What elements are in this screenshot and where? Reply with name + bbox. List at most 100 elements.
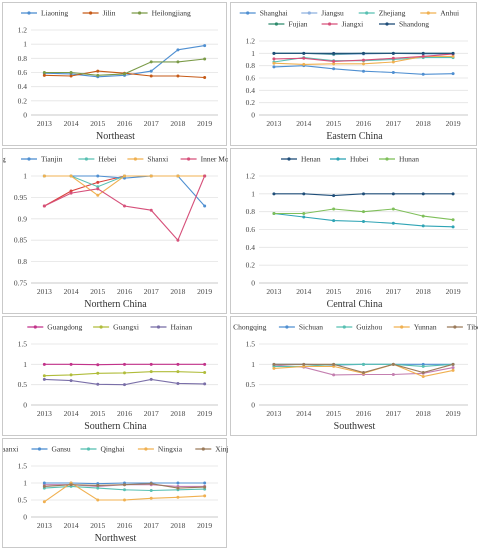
legend-marker (285, 325, 289, 329)
data-point (332, 67, 336, 71)
data-point (362, 69, 365, 73)
chart-panel-2: Beijing Tianjin Hebei Shanxi Inner Mongolia 0… (2, 148, 228, 314)
data-point (42, 71, 46, 74)
data-point (451, 51, 455, 55)
data-point (69, 483, 73, 487)
data-point (123, 383, 126, 387)
data-point (272, 366, 276, 370)
x-tick-label: 2019 (197, 409, 212, 418)
data-point (451, 368, 455, 372)
data-point (391, 192, 395, 196)
data-point (69, 362, 73, 366)
y-tick-label: 0.2 (18, 96, 28, 105)
y-tick-label: 1.2 (246, 172, 256, 181)
x-tick-label: 2013 (266, 287, 281, 296)
data-point (96, 187, 100, 191)
panel-title: Eastern China (326, 131, 383, 142)
legend-label: Inner Mongolia (201, 155, 228, 164)
x-tick-label: 2014 (296, 409, 311, 418)
data-point (421, 72, 425, 76)
legend-label: Gansu (52, 445, 71, 454)
x-tick-label: 2019 (446, 119, 461, 128)
data-point (149, 482, 153, 486)
legend-marker (287, 157, 291, 161)
y-tick-label: 0 (23, 513, 27, 522)
data-point (203, 494, 207, 498)
legend-label: Tibet (467, 323, 478, 332)
data-point (149, 377, 153, 381)
legend-label: Anhui (440, 9, 459, 18)
legend-marker (89, 11, 93, 15)
data-point (391, 362, 395, 366)
data-point (362, 362, 365, 366)
data-point (332, 62, 336, 66)
data-point (123, 72, 126, 76)
data-point (123, 371, 126, 375)
x-tick-label: 2013 (37, 119, 52, 128)
x-tick-label: 2013 (37, 287, 52, 296)
x-tick-label: 2015 (90, 287, 105, 296)
x-tick-label: 2015 (90, 409, 105, 418)
data-point (176, 486, 180, 490)
data-point (362, 370, 365, 374)
chart-panel-3: Henan Hubei Hunan 0 0.2 0.4 0.6 0.8 1 1.2 2013 2014… (230, 148, 477, 314)
y-tick-label: 0.85 (14, 236, 27, 245)
legend-marker (342, 325, 346, 329)
y-tick-label: 0.6 (246, 225, 256, 234)
data-point (451, 218, 455, 222)
legend-marker (27, 11, 31, 15)
data-point (451, 366, 455, 370)
legend-marker (138, 11, 142, 15)
data-point (96, 486, 100, 490)
data-point (272, 211, 276, 215)
data-point (176, 481, 180, 485)
data-point (69, 191, 73, 195)
data-point (332, 51, 336, 55)
data-point (302, 192, 306, 196)
data-point (176, 74, 180, 78)
x-tick-label: 2019 (197, 521, 212, 530)
data-point (302, 62, 306, 66)
data-point (123, 204, 126, 208)
data-point (421, 192, 425, 196)
panel-title: Northern China (84, 299, 147, 310)
legend-label: Yunnan (414, 323, 437, 332)
data-point (203, 174, 207, 178)
data-point (96, 185, 100, 189)
data-point (362, 219, 365, 223)
data-point (123, 362, 126, 366)
data-point (391, 207, 395, 211)
data-point (203, 57, 207, 61)
data-point (203, 75, 207, 79)
data-point (421, 364, 425, 368)
data-point (69, 189, 73, 193)
legend-label: Shanxi (147, 155, 168, 164)
legend-label: Liaoning (41, 9, 68, 18)
y-tick-label: 0.5 (246, 380, 256, 389)
data-point (203, 362, 207, 366)
data-point (421, 214, 425, 218)
y-tick-label: 0 (251, 279, 255, 288)
x-tick-label: 2016 (356, 119, 371, 128)
y-tick-label: 1 (23, 360, 27, 369)
data-point (96, 180, 100, 184)
data-point (42, 484, 46, 488)
data-point (332, 207, 336, 211)
chart-panel-0: Liaoning Jilin Heilongjiang 0 0.2 0.4 0.6 0.8 1 1… (2, 2, 227, 146)
x-tick-label: 2018 (416, 287, 431, 296)
panel-title: Central China (327, 299, 383, 310)
data-point (96, 382, 100, 386)
data-point (123, 483, 126, 487)
x-tick-label: 2018 (170, 287, 185, 296)
y-tick-label: 0.8 (18, 54, 28, 63)
data-point (391, 70, 395, 74)
panel-title: Northeast (96, 131, 135, 142)
data-point (149, 496, 153, 500)
data-point (203, 485, 207, 489)
x-tick-label: 2013 (266, 119, 281, 128)
legend-label: Shaanxi (3, 445, 18, 454)
data-point (391, 221, 395, 225)
legend-marker (37, 447, 42, 451)
y-tick-label: 0.95 (14, 193, 27, 202)
chart-svg: Beijing Tianjin Hebei Shanxi Inner Mongolia 0… (3, 155, 228, 310)
